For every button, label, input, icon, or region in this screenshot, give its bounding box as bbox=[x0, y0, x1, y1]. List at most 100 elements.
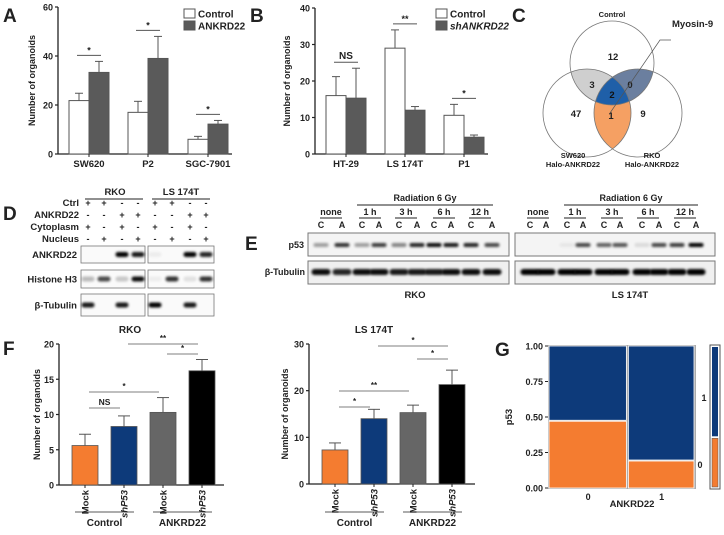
legend-swatch bbox=[183, 8, 196, 19]
condition-mark: + bbox=[101, 198, 106, 208]
panel-label-e: E bbox=[245, 234, 258, 255]
significance-label: * bbox=[206, 104, 210, 114]
y-axis-label: p53 bbox=[504, 409, 515, 425]
venn-circle-sw620 bbox=[542, 68, 632, 158]
significance-label: NS bbox=[339, 51, 353, 62]
bar-control bbox=[127, 111, 149, 155]
chart-title: LS 174T bbox=[355, 325, 393, 336]
p53-band bbox=[575, 243, 591, 247]
lane-label: C bbox=[318, 220, 325, 230]
p53-band bbox=[443, 243, 459, 247]
y-tick-label: 0 bbox=[49, 481, 54, 491]
tubulin-band bbox=[461, 269, 481, 275]
cell-line-label: LS 174T bbox=[612, 290, 649, 301]
condition-mark: - bbox=[189, 234, 192, 244]
blot-panel bbox=[147, 293, 215, 317]
y-tick-label: 40 bbox=[43, 52, 53, 62]
mosaic-cell-p53-0 bbox=[548, 420, 627, 489]
lane-label: A bbox=[414, 220, 421, 230]
tubulin-band bbox=[667, 269, 687, 275]
legend-label: shANKRD22 bbox=[450, 22, 509, 33]
lane-label: C bbox=[396, 220, 403, 230]
significance-label: NS bbox=[99, 397, 111, 407]
x-tick-label: SGC-7901 bbox=[186, 159, 232, 170]
p53-band bbox=[371, 243, 387, 247]
x-tick-label: P1 bbox=[458, 159, 470, 170]
timepoint-label: none bbox=[320, 207, 342, 217]
p53-band bbox=[596, 243, 612, 247]
panel-label-d: D bbox=[3, 204, 17, 225]
timepoint-label: 12 h bbox=[471, 207, 489, 217]
blot-label: β-Tubulin bbox=[265, 267, 305, 277]
venn-callout-label: Myosin-9 bbox=[672, 19, 713, 30]
tubulin-band bbox=[482, 269, 502, 275]
bar-shp53 bbox=[188, 370, 216, 486]
tubulin-band bbox=[424, 269, 444, 275]
lane-label: A bbox=[339, 220, 346, 230]
bar-mock bbox=[71, 445, 99, 486]
condition-mark: + bbox=[187, 210, 192, 220]
tubulin-band bbox=[369, 269, 389, 275]
condition-mark: + bbox=[135, 210, 140, 220]
blot-label: β-Tubulin bbox=[34, 301, 77, 312]
mosaic-cell-p53-1 bbox=[627, 345, 695, 461]
tubulin-band bbox=[407, 269, 427, 275]
tubulin-band bbox=[520, 269, 540, 275]
y-tick-label: 0 bbox=[305, 150, 310, 160]
condition-mark: + bbox=[85, 222, 90, 232]
venn-count-sw620-only: 47 bbox=[571, 109, 582, 120]
condition-mark: - bbox=[87, 234, 90, 244]
p53-band bbox=[391, 243, 407, 247]
significance-label: * bbox=[411, 336, 415, 345]
condition-mark: - bbox=[154, 234, 157, 244]
bar-ankrd22 bbox=[207, 123, 229, 155]
cell-line-label: LS 174T bbox=[163, 187, 200, 198]
blot-band bbox=[81, 276, 95, 282]
lane-label: C bbox=[359, 220, 366, 230]
p53-band bbox=[463, 243, 479, 247]
tubulin-band bbox=[536, 269, 556, 275]
y-tick-label: 0.50 bbox=[525, 413, 543, 423]
timepoint-label: 1 h bbox=[363, 207, 376, 217]
blot-band bbox=[199, 276, 213, 282]
condition-label: Cytoplasm bbox=[30, 222, 79, 233]
blot-band bbox=[97, 276, 111, 282]
x-tick-label: shP53 bbox=[370, 488, 381, 517]
significance-label: * bbox=[353, 397, 357, 406]
p53-band bbox=[612, 243, 628, 247]
condition-label: ANKRD22 bbox=[34, 210, 79, 221]
significance-label: * bbox=[122, 382, 126, 391]
venn-set-label: Halo-ANKRD22 bbox=[625, 160, 679, 169]
bar-control bbox=[187, 138, 209, 155]
bar-control bbox=[68, 100, 90, 155]
y-axis-label: Number of organoids bbox=[32, 369, 42, 460]
condition-mark: - bbox=[205, 222, 208, 232]
blot-panel bbox=[80, 293, 146, 317]
marginal-label: 1 bbox=[701, 393, 706, 403]
condition-mark: + bbox=[101, 234, 106, 244]
legend-label: Control bbox=[450, 10, 486, 21]
p53-band bbox=[688, 243, 704, 247]
lane-label: A bbox=[580, 220, 587, 230]
blot-panel bbox=[147, 269, 215, 289]
x-tick-label: Mock bbox=[331, 488, 342, 513]
p53-band bbox=[313, 243, 329, 247]
panel-label-g: G bbox=[495, 340, 510, 361]
y-tick-label: 20 bbox=[44, 340, 54, 350]
significance-label: * bbox=[146, 20, 150, 30]
bar-shankrd22 bbox=[345, 97, 367, 155]
group-label: Control bbox=[337, 518, 373, 529]
condition-mark: - bbox=[154, 210, 157, 220]
significance-label: ** bbox=[371, 381, 378, 390]
y-tick-label: 40 bbox=[300, 4, 310, 14]
mosaic-cell-p53-1 bbox=[548, 345, 627, 421]
venn-count-control-sw620: 3 bbox=[589, 80, 594, 91]
x-tick-label: Mock bbox=[159, 489, 170, 514]
bar-mock bbox=[149, 411, 177, 486]
blot-band bbox=[148, 302, 162, 308]
bar-ankrd22 bbox=[147, 57, 169, 155]
legend-label: Control bbox=[198, 10, 234, 21]
significance-label: * bbox=[181, 344, 185, 353]
blot-panel bbox=[80, 269, 146, 289]
